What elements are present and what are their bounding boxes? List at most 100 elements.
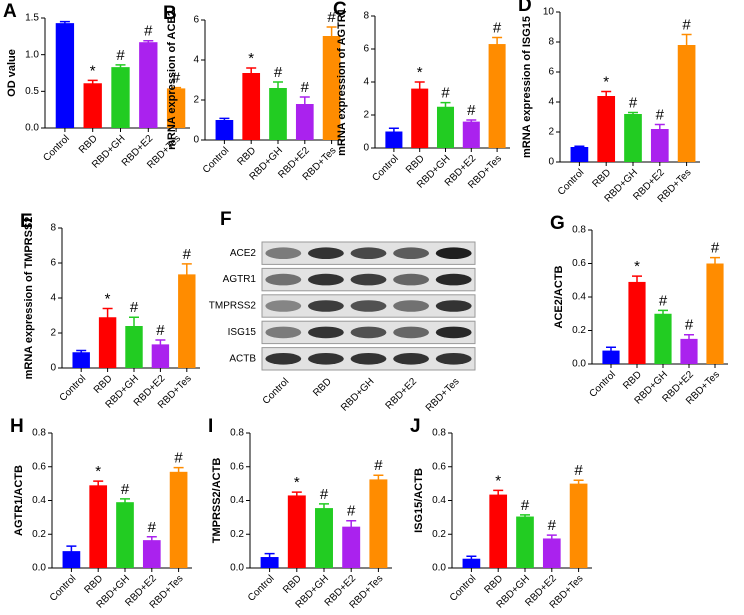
- y-tick-label: 0: [548, 157, 554, 168]
- bar: [624, 114, 642, 162]
- y-tick-label: 4: [193, 55, 199, 66]
- significance-mark: #: [711, 240, 720, 257]
- x-tick-label: RBD: [311, 376, 334, 399]
- error-bar: [173, 466, 184, 477]
- bar: [462, 558, 481, 568]
- y-tick-label: 0.8: [32, 428, 46, 439]
- y-tick-label: 6: [50, 258, 56, 269]
- x-tick-label: RBD+GH: [339, 376, 376, 413]
- bar: [111, 67, 130, 128]
- y-tick-label: 0: [363, 143, 369, 154]
- panel-letter: C: [333, 0, 347, 20]
- significance-mark: #: [274, 64, 283, 81]
- error-bar: [654, 123, 665, 134]
- y-tick-label: 0.2: [572, 325, 586, 336]
- significance-mark: #: [682, 16, 691, 33]
- y-tick-label: 0.6: [432, 461, 446, 472]
- bar: [89, 485, 108, 568]
- panel-letter: J: [410, 416, 421, 437]
- error-bar: [466, 119, 477, 124]
- blot-band: [308, 300, 344, 312]
- significance-mark: #: [327, 9, 336, 26]
- significance-mark: #: [493, 19, 502, 36]
- blot-band: [393, 247, 429, 260]
- significance-mark: #: [144, 23, 153, 40]
- blot-band: [350, 247, 387, 260]
- x-tick-label: Control: [48, 573, 79, 604]
- blot-row-label: ISG15: [228, 327, 257, 338]
- significance-mark: *: [90, 62, 96, 79]
- y-axis-label: ACE2/ACTB: [553, 265, 565, 328]
- error-bar: [414, 81, 425, 96]
- error-bar: [684, 333, 694, 344]
- bar: [295, 104, 314, 140]
- y-tick-label: 0.6: [572, 258, 586, 269]
- panel-letter: D: [518, 0, 532, 16]
- error-bar: [264, 552, 275, 561]
- blot-band: [308, 326, 344, 339]
- y-tick-label: 8: [50, 223, 56, 234]
- error-bar: [146, 536, 157, 544]
- bar: [597, 96, 616, 162]
- error-bar: [66, 545, 77, 557]
- y-axis-label: OD value: [6, 49, 18, 97]
- error-bar: [440, 101, 451, 111]
- y-tick-label: 0.4: [230, 495, 244, 506]
- error-bar: [493, 489, 504, 499]
- error-bar: [143, 39, 154, 44]
- y-tick-label: 0.6: [230, 461, 244, 472]
- x-tick-label: RBD: [621, 369, 644, 392]
- blot-band: [350, 273, 387, 286]
- blot-band: [265, 326, 302, 339]
- y-axis-label: mRNA expression of AGTR1: [336, 8, 348, 156]
- significance-mark: *: [95, 463, 101, 480]
- x-tick-label: RBD: [235, 145, 258, 168]
- y-axis-label: mRNA expression of TMPRSS2: [23, 217, 35, 380]
- blot-band: [308, 273, 344, 286]
- y-tick-label: 0.0: [25, 123, 39, 134]
- significance-mark: #: [656, 106, 665, 123]
- bar: [342, 526, 361, 568]
- error-bar: [710, 256, 720, 270]
- error-bar: [326, 26, 337, 45]
- blot-band: [265, 247, 302, 260]
- x-tick-label: Control: [587, 369, 618, 400]
- bar: [322, 36, 341, 140]
- error-bar: [76, 349, 87, 354]
- blot-row-label: AGTR1: [223, 274, 257, 285]
- panel-letter: A: [3, 1, 17, 22]
- error-bar: [59, 20, 70, 25]
- error-bar: [181, 263, 192, 285]
- error-bar: [273, 81, 283, 94]
- bar: [215, 120, 234, 140]
- significance-mark: #: [685, 317, 694, 334]
- y-tick-label: 0.0: [32, 563, 46, 574]
- blot-band: [350, 352, 387, 365]
- significance-mark: #: [121, 481, 130, 498]
- x-tick-label: Control: [246, 573, 277, 604]
- error-bar: [219, 117, 230, 122]
- y-tick-label: 1.0: [25, 49, 39, 60]
- y-tick-label: 4: [363, 77, 369, 88]
- error-bar: [520, 514, 530, 519]
- bar: [98, 317, 117, 368]
- y-tick-label: 0.4: [432, 495, 446, 506]
- bar: [72, 352, 90, 368]
- significance-mark: #: [574, 462, 583, 479]
- bar: [55, 23, 75, 129]
- significance-mark: #: [467, 102, 476, 119]
- bar: [569, 483, 588, 568]
- y-tick-label: 0.4: [572, 292, 586, 303]
- significance-mark: #: [521, 497, 530, 514]
- error-bar: [466, 555, 477, 562]
- y-tick-label: 0.4: [32, 495, 46, 506]
- error-bar: [601, 90, 612, 101]
- significance-mark: #: [659, 292, 668, 309]
- error-bar: [93, 480, 104, 490]
- y-axis-label: ISG15/ACTB: [413, 468, 425, 533]
- bar: [166, 88, 186, 128]
- bar: [706, 263, 724, 364]
- significance-mark: #: [548, 517, 557, 534]
- bar: [142, 540, 161, 568]
- bar: [269, 88, 287, 140]
